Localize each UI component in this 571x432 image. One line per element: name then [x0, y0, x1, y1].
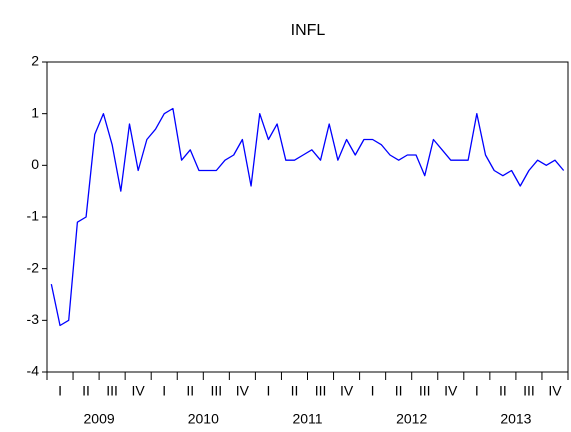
y-tick-label: 0: [31, 156, 39, 172]
x-year-label: 2011: [292, 411, 322, 427]
y-tick-label: -3: [27, 311, 40, 327]
x-year-label: 2012: [396, 411, 427, 427]
chart-title: INFL: [291, 22, 326, 39]
x-tick-label: I: [475, 383, 479, 399]
line-series: [50, 107, 565, 327]
x-year-label: 2010: [188, 411, 219, 427]
x-tick-label: II: [291, 383, 299, 399]
y-tick-label: -1: [27, 208, 40, 224]
x-tick-label: III: [523, 383, 535, 399]
x-tick-label: II: [499, 383, 507, 399]
x-tick-label: I: [58, 383, 62, 399]
y-tick-label: 1: [31, 104, 39, 120]
x-tick-label: I: [162, 383, 166, 399]
x-tick-label: III: [419, 383, 431, 399]
x-tick-label: II: [186, 383, 194, 399]
x-tick-label: III: [106, 383, 118, 399]
y-tick-label: -2: [27, 259, 40, 275]
x-tick-label: III: [315, 383, 327, 399]
x-tick-label: III: [210, 383, 222, 399]
y-tick-label: -4: [27, 363, 40, 379]
x-tick-label: IV: [132, 383, 146, 399]
x-tick-label: I: [371, 383, 375, 399]
x-tick-label: IV: [236, 383, 250, 399]
x-tick-label: II: [82, 383, 90, 399]
y-tick-label: 2: [31, 53, 39, 69]
x-tick-label: IV: [340, 383, 354, 399]
x-tick-label: I: [266, 383, 270, 399]
x-tick-label: II: [395, 383, 403, 399]
x-tick-label: IV: [548, 383, 562, 399]
x-year-label: 2013: [500, 411, 531, 427]
x-tick-label: IV: [444, 383, 458, 399]
x-year-label: 2009: [84, 411, 115, 427]
